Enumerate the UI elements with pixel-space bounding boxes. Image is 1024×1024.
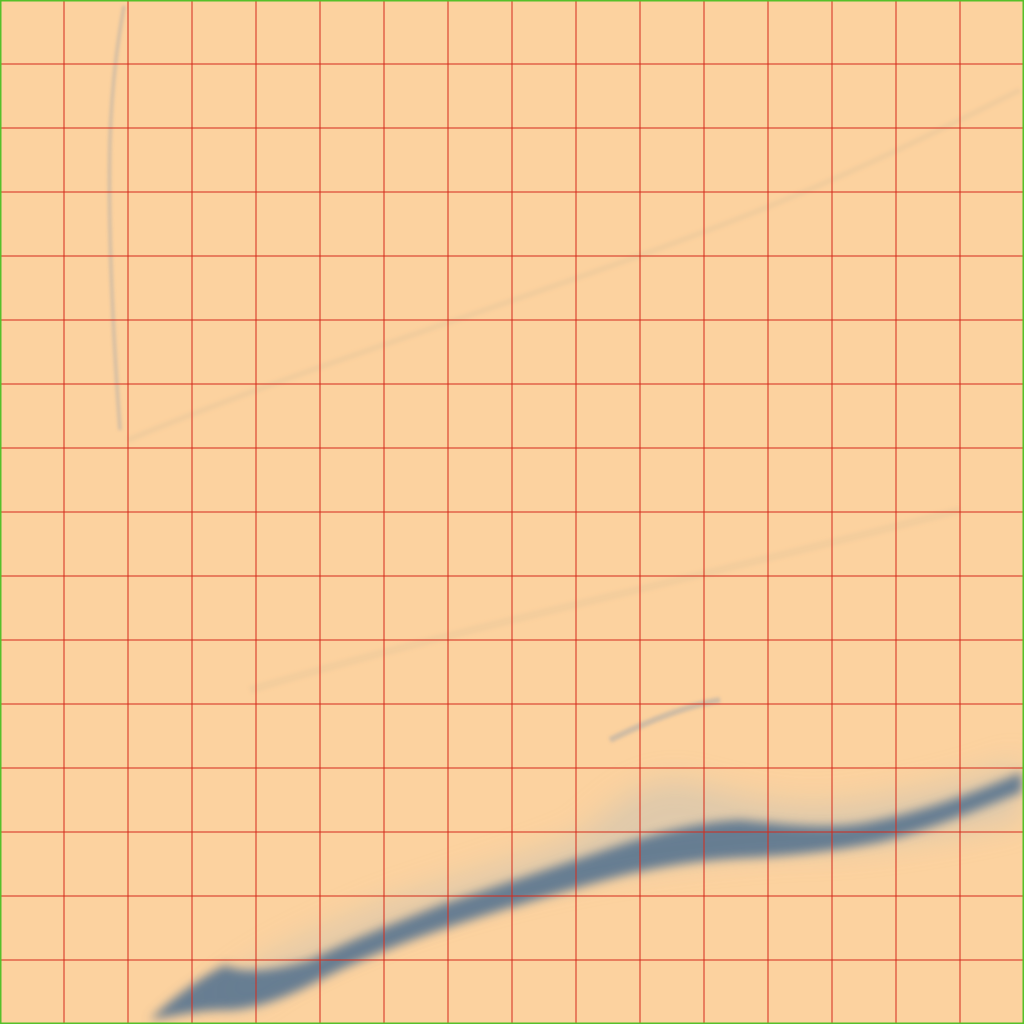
- dark-band: [150, 772, 1022, 1020]
- haze-plume: [210, 760, 1020, 1000]
- faint-marks: [107, 5, 1022, 743]
- faint-diagonal-line-2: [248, 506, 961, 694]
- haze: [210, 760, 1020, 1000]
- faint-vertical-line: [107, 5, 126, 431]
- faint-diagonal-line-1: [126, 87, 1022, 443]
- dark-streak: [150, 772, 1022, 1020]
- faint-diagonal-line-3: [608, 697, 721, 743]
